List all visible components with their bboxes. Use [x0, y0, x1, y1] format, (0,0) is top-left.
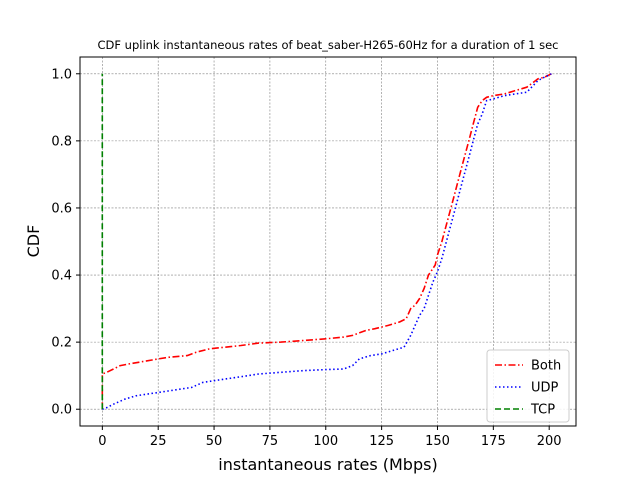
series-line-both — [101, 73, 552, 410]
x-tick-label: 125 — [369, 434, 394, 449]
x-tick-label: 200 — [537, 434, 562, 449]
series-line-udp — [102, 73, 552, 410]
x-axis-label: instantaneous rates (Mbps) — [218, 455, 437, 474]
x-tick-label: 25 — [150, 434, 167, 449]
y-tick-label: 0.0 — [51, 403, 72, 418]
x-tick-label: 175 — [481, 434, 506, 449]
x-tick-label: 50 — [206, 434, 223, 449]
y-tick-label: 0.6 — [51, 201, 72, 216]
y-tick-label: 0.2 — [51, 336, 72, 351]
legend-label-tcp: TCP — [530, 403, 555, 418]
y-tick-label: 1.0 — [51, 67, 72, 82]
plot-frame — [79, 56, 577, 427]
x-tick-label: 0 — [98, 434, 106, 449]
legend: Both UDP TCP — [486, 349, 570, 423]
legend-label-udp: UDP — [531, 381, 559, 396]
chart-title: CDF uplink instantaneous rates of beat_s… — [98, 38, 559, 52]
x-tick-label: 75 — [262, 434, 279, 449]
legend-box — [486, 349, 570, 423]
legend-label-both: Both — [531, 359, 561, 374]
y-tick-label: 0.8 — [51, 134, 72, 149]
x-tick-label: 150 — [425, 434, 450, 449]
y-tick-label: 0.4 — [51, 269, 72, 284]
axis-ticks: 0 25 50 75 100 125 150 175 200 0.0 0.2 0.4 0.6 0.8 1.0 — [51, 67, 561, 449]
y-axis-label: CDF — [24, 225, 43, 258]
series-lines — [101, 73, 552, 410]
x-tick-label: 100 — [313, 434, 338, 449]
